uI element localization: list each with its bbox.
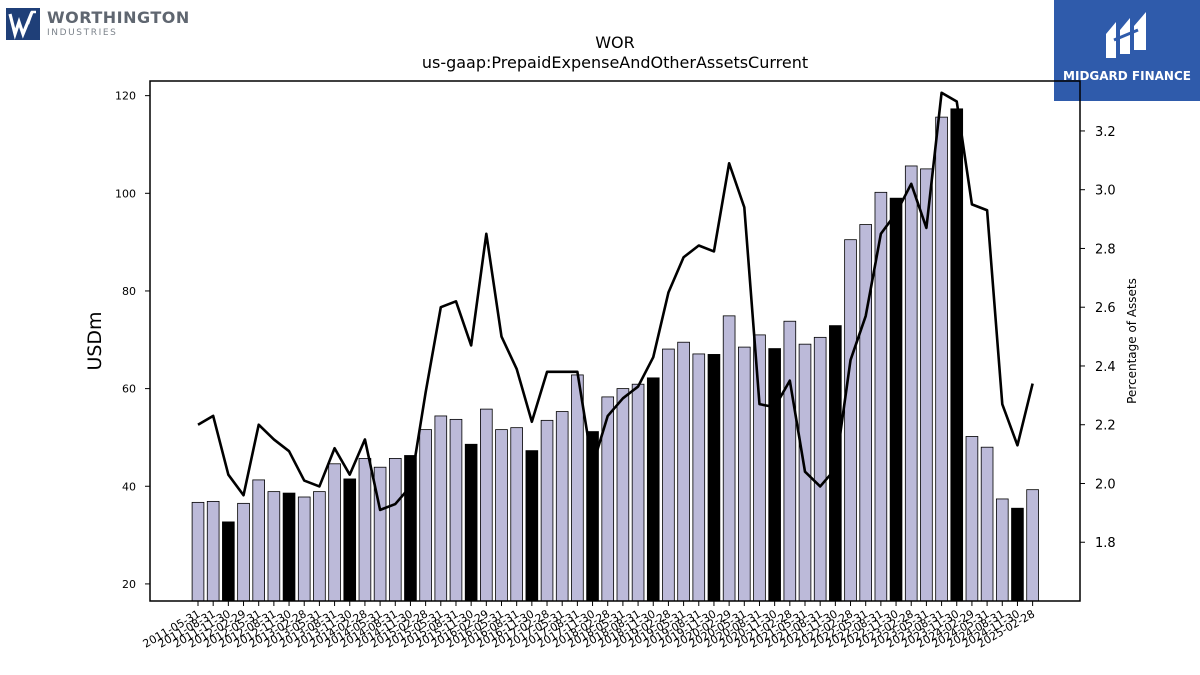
bar — [692, 353, 706, 602]
bar — [813, 336, 827, 602]
y-tick-label: 60 — [122, 383, 136, 396]
bar — [555, 411, 569, 602]
y-tick-label: 100 — [115, 187, 136, 200]
y2-tick-label: 2.4 — [1095, 360, 1116, 375]
bar — [783, 320, 797, 602]
bar — [206, 500, 220, 602]
midgard-logo-name: MIDGARD FINANCE — [1063, 69, 1191, 83]
y-tick-label: 20 — [122, 578, 136, 591]
worthington-logo-subtitle: INDUSTRIES — [47, 28, 118, 38]
y2-tick-label: 3.0 — [1095, 184, 1116, 199]
y2-tick-label: 2.6 — [1095, 301, 1116, 316]
bar — [935, 116, 948, 602]
bar — [358, 458, 372, 602]
bar — [388, 458, 402, 602]
bar — [995, 498, 1009, 602]
bar — [313, 491, 326, 602]
bar — [616, 388, 630, 602]
midgard-logo-icon — [1106, 12, 1146, 58]
y-axis-label: USDm — [84, 311, 106, 370]
bar — [464, 443, 478, 602]
y2-tick-label: 3.2 — [1095, 125, 1116, 140]
bar — [1011, 507, 1024, 602]
bar — [449, 418, 463, 602]
y-tick-label: 40 — [122, 480, 136, 493]
bar — [404, 455, 417, 602]
bar — [646, 377, 660, 602]
chart-subtitle: us-gaap:PrepaidExpenseAndOtherAssetsCurr… — [422, 53, 808, 72]
bar — [282, 492, 296, 602]
bar — [480, 408, 493, 602]
y-tick-label: 120 — [115, 90, 136, 103]
y-tick-label: 80 — [122, 285, 136, 298]
bar — [252, 479, 266, 602]
bar — [571, 374, 584, 602]
bar — [191, 501, 205, 602]
bar — [419, 429, 432, 602]
line-series — [197, 91, 1034, 512]
bar — [434, 415, 448, 602]
bar — [707, 354, 721, 602]
bar — [722, 315, 736, 602]
bar — [297, 496, 311, 602]
bar — [510, 427, 523, 602]
bar — [343, 478, 357, 602]
y2-tick-label: 2.0 — [1095, 477, 1116, 492]
midgard-finance-logo: MIDGARD FINANCE — [1054, 0, 1200, 101]
bar — [495, 429, 508, 602]
y2-axis-label: Percentage of Assets — [1125, 278, 1139, 404]
bar — [753, 334, 766, 602]
bar — [965, 436, 979, 602]
bar — [859, 224, 872, 602]
worthington-logo-icon — [6, 8, 40, 40]
axes: 204060801001201.82.02.22.42.62.83.03.220… — [115, 80, 1116, 651]
bar — [540, 419, 554, 602]
y2-tick-label: 2.2 — [1095, 419, 1116, 434]
bar — [920, 168, 933, 602]
y2-tick-label: 2.8 — [1095, 242, 1116, 257]
bar — [586, 431, 599, 602]
bar — [889, 197, 903, 602]
worthington-logo-name: WORTHINGTON — [47, 8, 190, 27]
bar — [677, 341, 690, 602]
bar — [980, 446, 994, 602]
chart-title: WOR — [595, 33, 635, 52]
bar — [237, 502, 250, 602]
plot-frame — [149, 80, 1081, 602]
bar — [222, 521, 235, 602]
bar — [631, 383, 645, 602]
bar — [328, 463, 341, 602]
bar — [950, 108, 964, 602]
bar — [768, 348, 781, 602]
bar — [662, 348, 675, 602]
worthington-logo: WORTHINGTON INDUSTRIES — [6, 8, 190, 40]
bar — [904, 165, 918, 602]
bar — [267, 491, 281, 602]
bar — [525, 450, 539, 602]
bar — [1026, 489, 1039, 602]
y2-tick-label: 1.8 — [1095, 536, 1116, 551]
percentage-line — [197, 91, 1034, 512]
bar — [844, 239, 857, 602]
bar — [738, 346, 751, 602]
